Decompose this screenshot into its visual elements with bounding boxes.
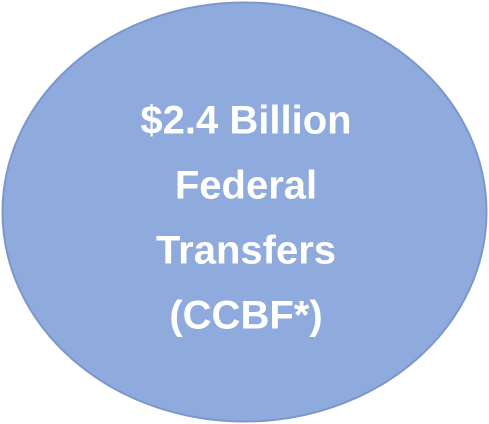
node-line: Federal [175, 164, 317, 208]
node-line: (CCBF*) [169, 294, 322, 338]
node-line: Transfers [156, 229, 336, 273]
node-line: $2.4 Billion [140, 99, 351, 143]
